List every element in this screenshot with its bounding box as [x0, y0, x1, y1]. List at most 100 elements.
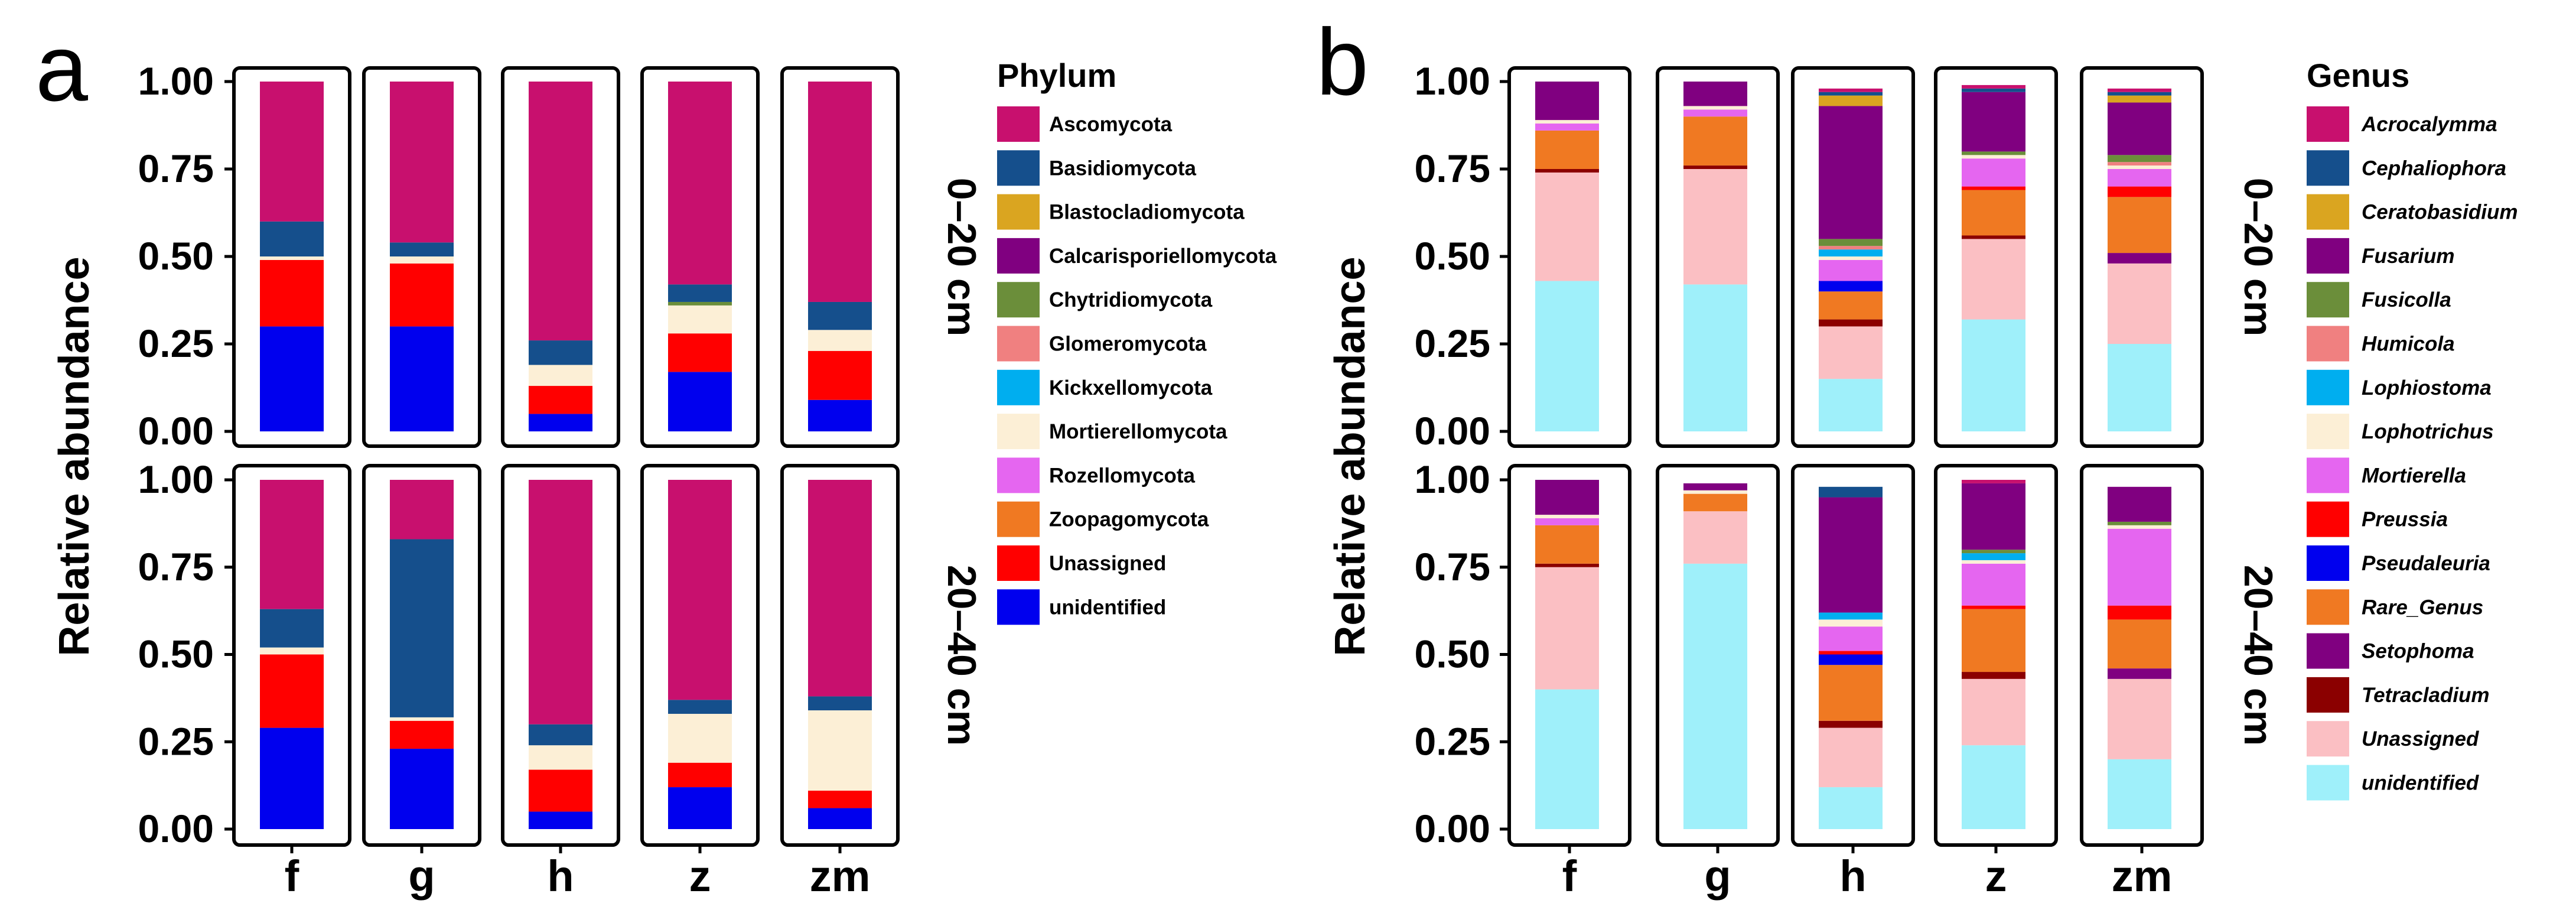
bar-segment-fusarium — [2108, 102, 2171, 155]
legend-label: Lophiostoma — [2362, 376, 2492, 399]
bar-segment-basidiomycota — [260, 609, 324, 648]
bar-segment-fusarium — [1819, 497, 1883, 613]
bar-segment-mortierellomycota — [390, 256, 454, 264]
bar-segment-ascomycota — [529, 480, 592, 724]
legend-label: Rare_Genus — [2362, 596, 2483, 619]
bar-segment-preussia — [1819, 651, 1883, 655]
bar-segment-mortierellomycota — [529, 745, 592, 770]
bar-segment-unassigned — [1683, 511, 1747, 564]
legend-swatch — [2307, 282, 2349, 318]
bar-segment-basidiomycota — [808, 301, 872, 330]
legend-label: Unassigned — [1049, 552, 1166, 575]
bar-segment-mortierella — [1683, 109, 1747, 117]
legend-swatch — [2307, 545, 2349, 581]
bar-segment-unassigned — [1683, 169, 1747, 285]
bar-segment-ascomycota — [390, 82, 454, 243]
y-tick-label: 0.50 — [138, 234, 214, 278]
legend-label: Fusarium — [2362, 245, 2455, 268]
legend-label: Ascomycota — [1049, 113, 1173, 136]
y-tick-label: 0.50 — [138, 632, 214, 676]
legend-swatch — [2307, 457, 2349, 493]
bar-segment-fusicolla — [2108, 521, 2171, 525]
bar-segment-ascomycota — [260, 480, 324, 609]
bar-segment-rare-genus — [1683, 116, 1747, 166]
y-tick-label: 0.00 — [1415, 409, 1490, 453]
legend-swatch — [2307, 150, 2349, 186]
bar-segment-acrocalymma — [1962, 85, 2025, 89]
bar-segment-unassigned — [808, 350, 872, 400]
bar-segment-unidentified — [808, 399, 872, 431]
bar-segment-basidiomycota — [390, 539, 454, 717]
bar-segment-basidiomycota — [668, 700, 732, 714]
legend-swatch — [997, 326, 1040, 362]
y-tick-label: 0.25 — [138, 321, 214, 365]
bar-segment-unassigned — [390, 720, 454, 749]
bar-segment-unidentified — [1962, 319, 2025, 431]
bar-segment-mortierella — [2108, 528, 2171, 606]
bar-segment-tetracladium — [1819, 319, 1883, 327]
bar-segment-unassigned — [260, 259, 324, 327]
y-tick-label: 0.25 — [1415, 321, 1490, 365]
x-tick-label: z — [689, 852, 711, 901]
legend-swatch — [2307, 238, 2349, 274]
bar-segment-lophotrichus — [1683, 490, 1747, 494]
bar-segment-lophotrichus — [1819, 256, 1883, 260]
bar-segment-fusicolla — [1819, 239, 1883, 246]
bar-segment-pseudaleuria — [1819, 281, 1883, 292]
bar-segment-ascomycota — [529, 82, 592, 341]
y-axis-label: Relative abundance — [51, 256, 98, 656]
legend-label: Tetracladium — [2362, 684, 2490, 707]
x-tick-label: f — [285, 852, 299, 901]
bar-segment-mortierellomycota — [808, 710, 872, 791]
bar-segment-tetracladium — [1962, 672, 2025, 679]
legend-label: Glomeromycota — [1049, 333, 1207, 356]
legend-label: Setophoma — [2362, 640, 2474, 663]
bar-segment-rare-genus — [1819, 291, 1883, 320]
bar-segment-ascomycota — [808, 480, 872, 697]
legend-label: Mortierellomycota — [1049, 420, 1227, 443]
bar-segment-fusicolla — [2108, 155, 2171, 163]
bar-segment-unidentified — [390, 749, 454, 829]
bar-segment-rare-genus — [1535, 130, 1599, 169]
bar-segment-mortierella — [1819, 259, 1883, 281]
legend-swatch — [997, 238, 1040, 274]
bar-segment-unassigned — [390, 263, 454, 327]
bar-segment-fusarium — [1683, 82, 1747, 106]
bar-segment-fusicolla — [1962, 151, 2025, 155]
bar-segment-unassigned — [260, 654, 324, 728]
bar-segment-mortierella — [1962, 563, 2025, 606]
bar-segment-mortierella — [1535, 124, 1599, 131]
bar-segment-fusarium — [1683, 483, 1747, 490]
x-tick-label: g — [408, 852, 435, 901]
y-tick-label: 1.00 — [1415, 59, 1490, 103]
facet-strip-label: 20–40 cm — [2236, 565, 2281, 746]
bar-segment-mortierellomycota — [808, 330, 872, 351]
legend-label: unidentified — [2362, 772, 2479, 795]
bar-segment-lophotrichus — [2108, 165, 2171, 169]
bar-segment-unassigned — [1819, 326, 1883, 379]
legend-swatch — [2307, 194, 2349, 230]
bar-segment-cephaliophora — [1962, 88, 2025, 92]
legend-swatch — [997, 501, 1040, 537]
legend-label: Humicola — [2362, 333, 2455, 356]
bar-segment-lophiostoma — [1819, 249, 1883, 256]
bar-segment-preussia — [2108, 605, 2171, 620]
bar-segment-chytridiomycota — [668, 301, 732, 306]
bar-segment-lophotrichus — [1535, 515, 1599, 519]
legend-title: Genus — [2307, 57, 2409, 94]
y-tick-label: 1.00 — [138, 59, 214, 103]
bar-segment-ceratobasidium — [1819, 95, 1883, 106]
bar-segment-lophotrichus — [2108, 525, 2171, 529]
x-tick-label: zm — [810, 852, 871, 901]
bar-segment-mortierellomycota — [668, 713, 732, 763]
bar-segment-unidentified — [529, 811, 592, 829]
bar-segment-mortierellomycota — [260, 256, 324, 260]
legend-label: unidentified — [1049, 596, 1166, 619]
legend-swatch — [997, 106, 1040, 142]
bar-segment-unidentified — [668, 372, 732, 431]
bar-segment-lophiostoma — [1819, 612, 1883, 620]
y-tick-label: 0.75 — [1415, 545, 1490, 589]
